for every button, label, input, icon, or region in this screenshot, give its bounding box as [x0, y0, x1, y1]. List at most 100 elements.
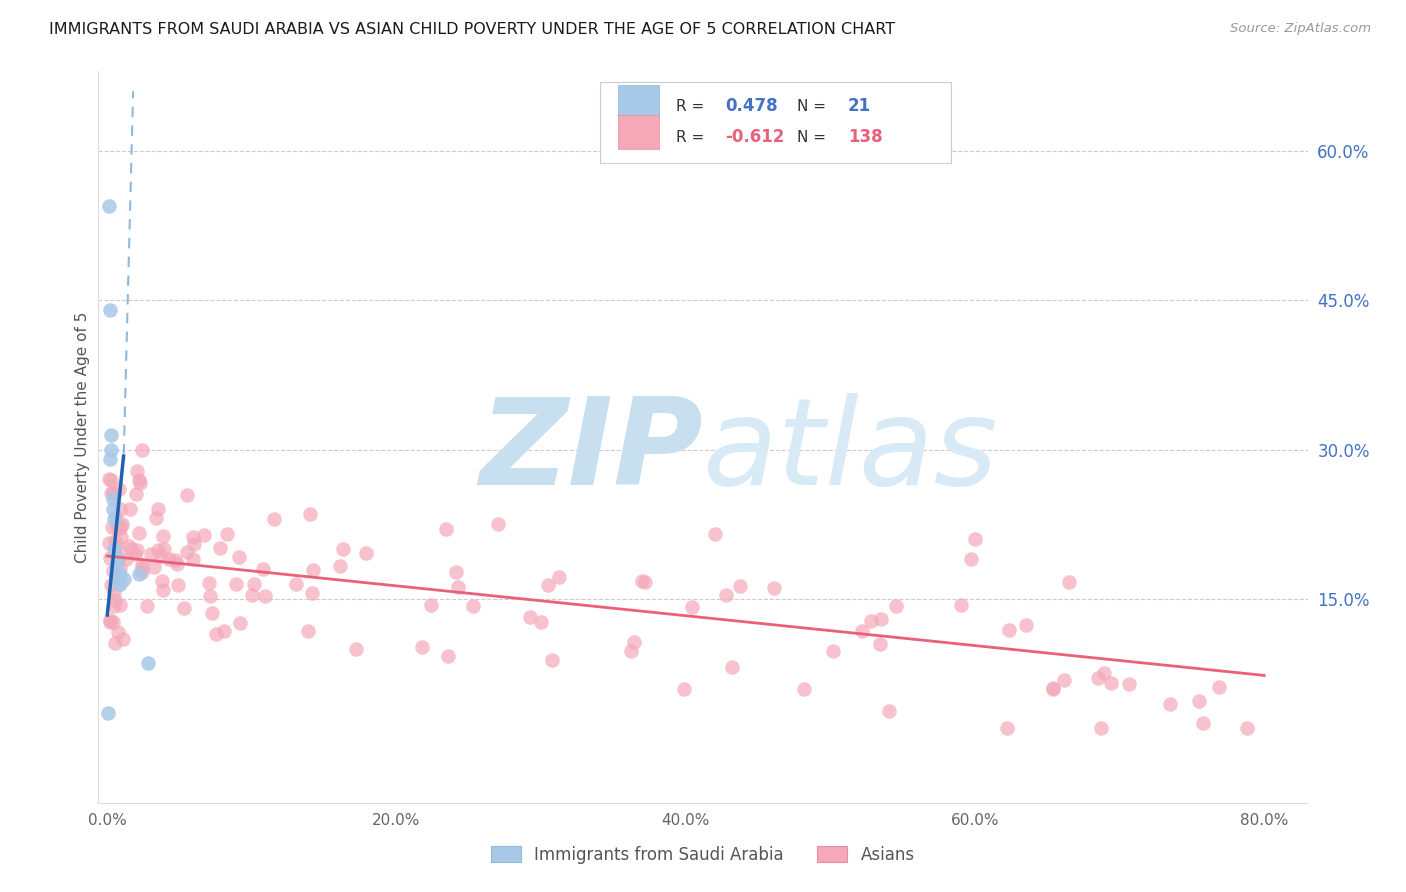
Point [100, 427, 122, 442]
Text: atlas: atlas [703, 393, 998, 510]
Point [461, 599, 484, 614]
Point [149, 549, 172, 563]
Point [111, 517, 134, 532]
Point [103, 599, 125, 613]
Point [108, 566, 131, 581]
Point [128, 473, 150, 487]
Point [548, 570, 571, 584]
Point [446, 566, 468, 580]
Point [104, 557, 127, 571]
Point [103, 512, 125, 526]
Text: N =: N = [797, 99, 831, 114]
Point [1087, 671, 1109, 685]
Point [110, 502, 132, 516]
Point [995, 721, 1018, 735]
Point [229, 616, 252, 631]
Point [128, 525, 150, 540]
Point [344, 641, 367, 656]
Point [104, 593, 127, 607]
Point [228, 549, 250, 564]
Point [97, 706, 120, 721]
Point [354, 546, 377, 560]
Point [284, 577, 307, 591]
Point [529, 615, 551, 629]
Point [139, 547, 162, 561]
Point [793, 681, 815, 696]
Point [997, 623, 1019, 637]
Point [1057, 575, 1080, 590]
Point [152, 529, 174, 543]
Point [98, 615, 121, 629]
Point [1208, 680, 1230, 694]
FancyBboxPatch shape [600, 82, 950, 163]
Point [1015, 617, 1038, 632]
Point [728, 579, 751, 593]
Point [183, 537, 205, 551]
Y-axis label: Child Poverty Under the Age of 5: Child Poverty Under the Age of 5 [75, 311, 90, 563]
Point [884, 599, 907, 613]
Point [98, 303, 121, 318]
Point [105, 552, 128, 566]
Point [716, 588, 738, 602]
Point [763, 581, 786, 595]
Point [104, 509, 127, 524]
Point [124, 487, 146, 501]
Point [107, 572, 129, 586]
Point [253, 589, 276, 603]
Point [297, 624, 319, 639]
Point [201, 606, 224, 620]
Point [104, 566, 127, 581]
Point [107, 577, 129, 591]
FancyBboxPatch shape [619, 85, 659, 118]
Point [146, 542, 169, 557]
Point [98, 472, 121, 486]
Point [100, 578, 122, 592]
Point [146, 502, 169, 516]
Point [118, 539, 141, 553]
Point [298, 507, 321, 521]
Text: IMMIGRANTS FROM SAUDI ARABIA VS ASIAN CHILD POVERTY UNDER THE AGE OF 5 CORRELATI: IMMIGRANTS FROM SAUDI ARABIA VS ASIAN CH… [49, 22, 896, 37]
Point [103, 486, 125, 500]
Point [623, 635, 645, 649]
Point [446, 580, 468, 594]
Point [105, 540, 128, 554]
Text: ZIP: ZIP [479, 393, 703, 510]
Point [960, 552, 983, 566]
Point [100, 473, 122, 487]
Point [150, 574, 173, 589]
Point [198, 576, 221, 591]
Point [118, 502, 141, 516]
Point [145, 511, 167, 525]
Point [103, 542, 125, 557]
Point [98, 550, 121, 565]
Point [332, 542, 354, 557]
Point [1118, 677, 1140, 691]
Point [214, 624, 236, 638]
Point [110, 518, 132, 533]
Point [1188, 694, 1211, 708]
Text: 138: 138 [848, 128, 883, 146]
FancyBboxPatch shape [619, 115, 659, 149]
Point [100, 486, 122, 500]
Point [851, 624, 873, 638]
Point [205, 627, 228, 641]
Point [240, 588, 263, 602]
Point [173, 600, 195, 615]
Point [198, 589, 221, 603]
Point [181, 530, 204, 544]
Point [120, 542, 142, 557]
Point [1092, 665, 1115, 680]
Point [301, 586, 323, 600]
Point [136, 657, 159, 671]
Point [860, 615, 883, 629]
Point [328, 558, 350, 573]
Point [1099, 676, 1122, 690]
Point [620, 644, 643, 658]
Point [112, 632, 135, 646]
Point [1042, 681, 1064, 696]
Point [108, 577, 131, 591]
Point [631, 574, 654, 588]
Text: R =: R = [676, 129, 710, 145]
Point [703, 527, 725, 541]
Point [131, 443, 153, 458]
